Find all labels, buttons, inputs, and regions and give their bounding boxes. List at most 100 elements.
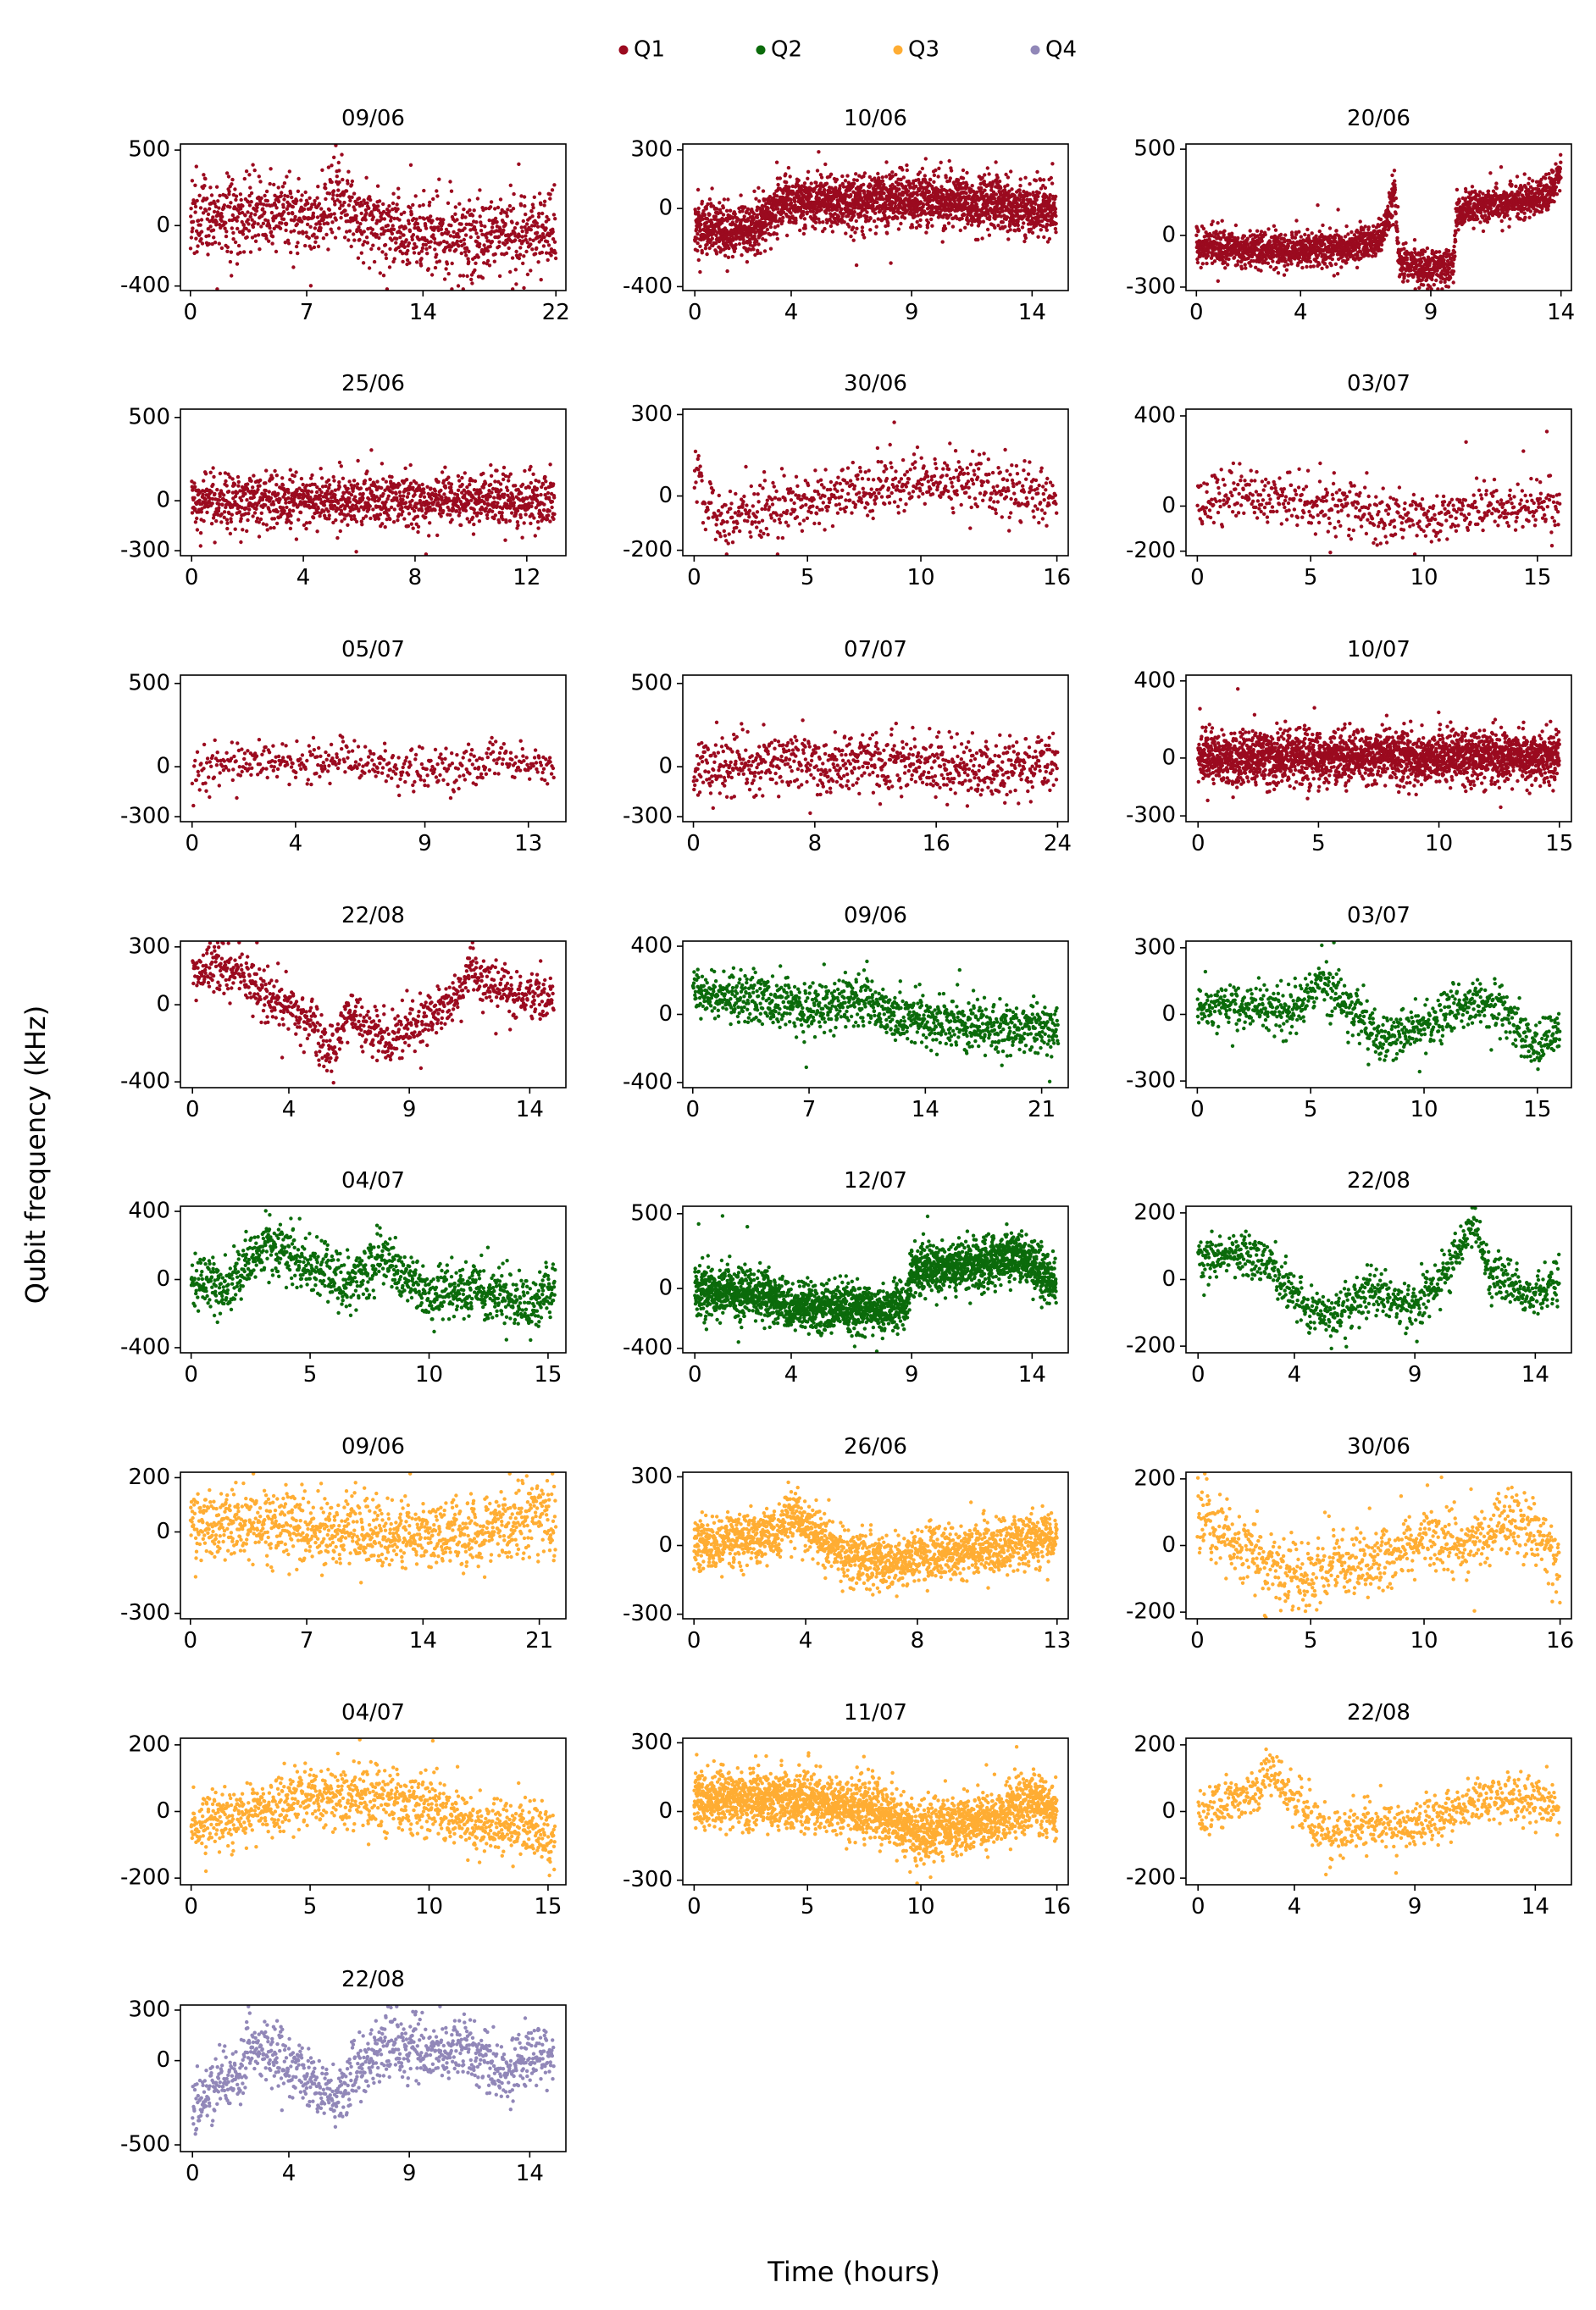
- data-point: [1283, 259, 1288, 263]
- data-point: [195, 198, 199, 203]
- data-point: [901, 168, 905, 172]
- data-point: [362, 230, 366, 234]
- legend-marker: [756, 45, 766, 55]
- data-point: [280, 185, 285, 189]
- data-point: [987, 233, 992, 237]
- data-point: [1322, 242, 1327, 247]
- data-point: [801, 213, 806, 217]
- data-point: [272, 182, 276, 187]
- data-point: [422, 188, 426, 193]
- data-point: [784, 233, 790, 238]
- data-point: [715, 207, 719, 211]
- data-point: [321, 217, 325, 222]
- data-point: [1317, 229, 1322, 234]
- data-point: [285, 207, 289, 211]
- data-point: [253, 239, 258, 243]
- data-point: [752, 234, 756, 238]
- legend-marker: [618, 45, 629, 55]
- data-point: [209, 201, 213, 206]
- data-point: [337, 180, 341, 185]
- data-point: [224, 195, 229, 200]
- data-point: [255, 205, 259, 210]
- data-point: [739, 193, 743, 197]
- data-point: [1327, 226, 1333, 230]
- data-point: [444, 227, 449, 232]
- data-point: [469, 277, 474, 282]
- data-point: [352, 232, 356, 236]
- data-point: [241, 229, 245, 233]
- data-point: [541, 244, 546, 248]
- data-point: [1300, 265, 1305, 270]
- data-point: [983, 173, 987, 177]
- data-point: [1272, 249, 1276, 254]
- data-point: [994, 192, 999, 197]
- data-point: [798, 228, 802, 233]
- data-point: [754, 197, 758, 201]
- data-point: [997, 179, 1002, 184]
- data-point: [1311, 264, 1316, 269]
- data-point: [384, 252, 388, 257]
- data-point: [1272, 224, 1277, 228]
- x-tick-label: 0: [688, 300, 702, 325]
- data-point: [927, 190, 932, 194]
- data-point: [301, 230, 305, 235]
- data-point: [206, 252, 210, 257]
- data-point: [463, 250, 468, 254]
- x-tick-label: 7: [300, 300, 314, 325]
- data-point: [992, 197, 997, 201]
- legend-label: Q4: [1045, 37, 1077, 63]
- data-point: [776, 207, 780, 211]
- data-point: [401, 252, 405, 256]
- data-point: [392, 257, 396, 261]
- data-point: [211, 228, 216, 232]
- data-point: [1274, 266, 1278, 270]
- data-point: [470, 213, 475, 218]
- data-point: [280, 191, 284, 195]
- data-point: [193, 183, 197, 187]
- data-point: [742, 214, 746, 219]
- data-point: [1023, 235, 1028, 241]
- data-point: [213, 202, 217, 206]
- data-point: [235, 219, 239, 223]
- data-point: [303, 243, 308, 248]
- data-point: [228, 205, 232, 209]
- data-point: [1053, 226, 1058, 231]
- data-point: [981, 219, 986, 224]
- data-point: [493, 216, 498, 221]
- data-point: [446, 230, 451, 235]
- panel-title: 09/06: [341, 106, 405, 131]
- data-point: [222, 206, 226, 210]
- data-point: [496, 235, 502, 239]
- data-point: [700, 199, 705, 204]
- legend-marker: [893, 45, 903, 55]
- data-point: [414, 260, 419, 264]
- data-point: [214, 185, 219, 189]
- data-point: [467, 259, 471, 264]
- data-point: [887, 215, 892, 219]
- data-point: [362, 198, 366, 202]
- data-point: [1005, 215, 1010, 219]
- data-point: [458, 274, 463, 278]
- data-point: [412, 251, 417, 255]
- data-point: [533, 252, 538, 256]
- data-point: [758, 251, 762, 256]
- data-point: [718, 201, 722, 205]
- data-point: [263, 210, 267, 214]
- data-point: [508, 269, 513, 274]
- data-point: [531, 206, 535, 210]
- data-point: [1017, 228, 1022, 233]
- data-point: [402, 233, 406, 237]
- data-point: [485, 258, 490, 263]
- data-point: [356, 201, 360, 206]
- data-point: [868, 216, 873, 221]
- data-point: [1048, 198, 1052, 202]
- data-point: [1321, 223, 1325, 228]
- data-point: [1042, 235, 1046, 240]
- legend-label: Q1: [634, 37, 665, 63]
- data-point: [463, 226, 467, 230]
- data-point: [1333, 262, 1338, 266]
- data-point: [923, 174, 928, 178]
- data-point: [507, 203, 513, 208]
